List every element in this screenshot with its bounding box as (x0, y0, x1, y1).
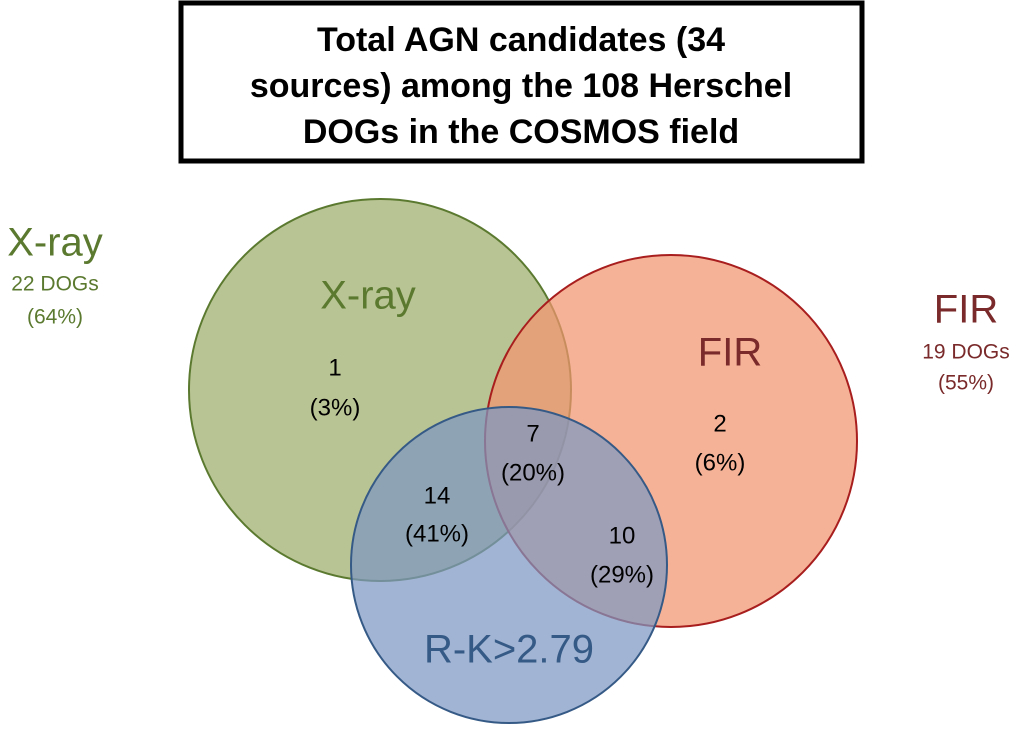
outside-percent: (64%) (27, 306, 83, 329)
region-count: 1 (328, 354, 341, 381)
region-percent: (3%) (310, 394, 361, 421)
region-percent: (20%) (501, 459, 565, 486)
title-line: DOGs in the COSMOS field (303, 113, 739, 151)
outside-label: X-ray (7, 221, 103, 265)
outside-count: 22 DOGs (11, 273, 99, 296)
set-label: FIR (698, 331, 762, 375)
region-count: 10 (609, 522, 636, 549)
title-line: Total AGN candidates (34 (317, 21, 725, 59)
region-percent: (29%) (590, 561, 654, 588)
set-label: X-ray (320, 274, 416, 318)
set-label: R-K>2.79 (424, 628, 594, 672)
outside-count: 19 DOGs (922, 341, 1010, 364)
outside-label: FIR (934, 288, 998, 332)
title-box (178, 0, 865, 164)
title-line: sources) among the 108 Herschel (250, 67, 792, 105)
region-percent: (41%) (405, 520, 469, 547)
region-count: 14 (424, 482, 451, 509)
rk-circle (350, 406, 668, 724)
outside-percent: (55%) (938, 372, 994, 395)
region-count: 2 (713, 410, 726, 437)
region-percent: (6%) (695, 449, 746, 476)
region-count: 7 (526, 420, 539, 447)
